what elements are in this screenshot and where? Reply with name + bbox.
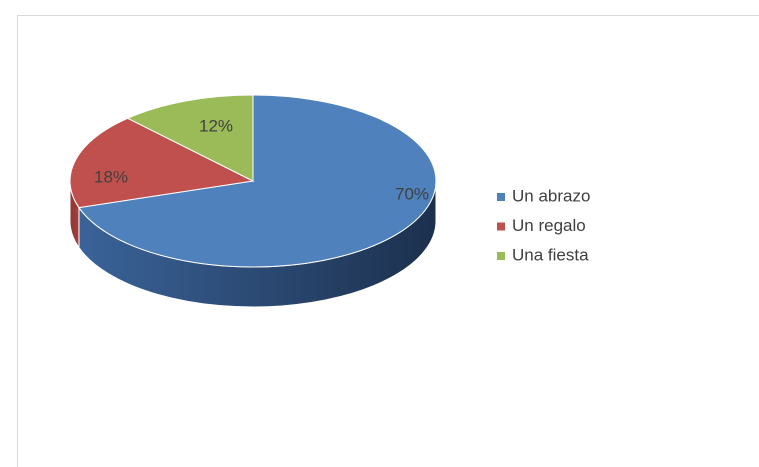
data-label: 18% [94, 167, 128, 186]
legend-label: Un regalo [512, 216, 586, 235]
pie-slice [78, 94, 437, 268]
pie-slice [69, 117, 255, 209]
data-label: 12% [199, 116, 233, 135]
legend-label: Un abrazo [512, 186, 590, 205]
legend-label: Una fiesta [512, 245, 589, 264]
data-label: 70% [395, 184, 429, 203]
legend-swatch [497, 252, 505, 260]
legend-swatch [497, 193, 505, 201]
legend-swatch [497, 222, 505, 231]
pie-slice [126, 94, 254, 182]
